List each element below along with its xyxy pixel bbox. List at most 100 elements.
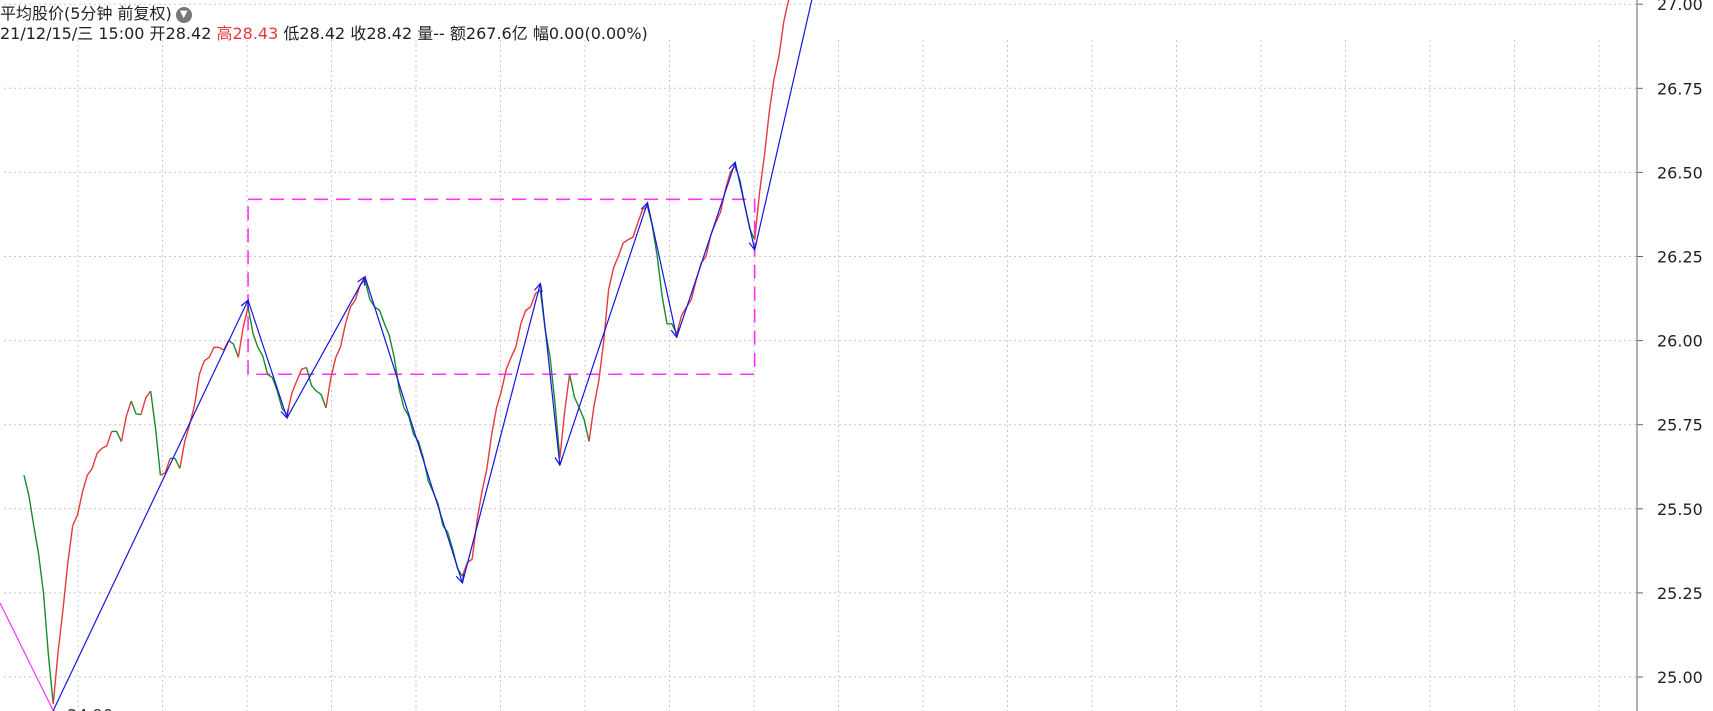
price-segment xyxy=(383,323,395,358)
y-tick-label: 25.75 xyxy=(1657,416,1703,435)
price-segment xyxy=(188,374,201,425)
price-segment xyxy=(344,299,356,324)
price-segment xyxy=(72,491,84,526)
price-segment xyxy=(247,306,259,348)
change-label: 幅 xyxy=(532,24,549,43)
price-segment xyxy=(773,20,785,79)
close-value: 28.42 xyxy=(366,24,413,43)
price-segment xyxy=(763,78,775,156)
close-label: 收 xyxy=(350,24,367,43)
quote-info-row: 21/12/15/三 15:00 开28.42 高28.43 低28.42 收2… xyxy=(0,20,648,44)
price-segment xyxy=(598,290,610,382)
zigzag-segment xyxy=(559,202,649,466)
zigzag-segment xyxy=(646,202,678,338)
price-segment xyxy=(52,609,64,704)
price-segment xyxy=(296,366,307,382)
chart-title-row: 平均股价(5分钟 前复权) ▼ xyxy=(0,0,192,24)
amount-label: 额 xyxy=(449,24,466,43)
open-value: 28.42 xyxy=(165,24,212,43)
grid-lines xyxy=(4,3,1637,711)
low-value: 28.42 xyxy=(299,24,346,43)
price-segment xyxy=(130,400,142,416)
change-value: 0.00(0.00%) xyxy=(548,24,648,43)
y-tick-label: 25.25 xyxy=(1657,584,1703,603)
price-segment xyxy=(451,548,463,577)
price-segment xyxy=(286,380,298,415)
zigzag-series xyxy=(0,0,813,711)
y-tick-label: 25.00 xyxy=(1657,668,1703,687)
price-segment xyxy=(228,340,239,358)
price-segment xyxy=(198,356,210,375)
price-segment xyxy=(510,323,522,358)
price-segment xyxy=(393,357,405,409)
range-box xyxy=(247,198,756,376)
y-tick-label: 26.75 xyxy=(1657,79,1703,98)
price-segment xyxy=(588,380,600,442)
price-segment xyxy=(101,431,113,449)
zigzag-segment xyxy=(364,276,463,583)
price-segment xyxy=(578,407,590,442)
price-segment xyxy=(481,434,493,493)
price-segment xyxy=(305,367,317,392)
zigzag-segment xyxy=(247,300,288,419)
price-segment xyxy=(170,457,181,469)
zigzag-segment xyxy=(676,162,736,338)
high-label: 高 xyxy=(216,24,233,43)
price-segment xyxy=(315,390,327,409)
chart-title: 平均股价(5分钟 前复权) xyxy=(0,4,172,23)
price-segment xyxy=(354,279,366,301)
y-axis: 25.00 25.25 25.50 25.75 26.00 26.25 26.50 26.75… xyxy=(1636,0,1703,711)
price-segment xyxy=(783,0,790,22)
price-segment xyxy=(413,434,425,459)
price-segment xyxy=(23,474,35,526)
price-segment xyxy=(403,407,415,435)
price-segment xyxy=(520,306,532,325)
y-tick-label: 26.25 xyxy=(1657,248,1703,267)
zigzag-lead-segment xyxy=(0,602,54,711)
zigzag-segment xyxy=(754,0,813,250)
extreme-label: 24.90 xyxy=(67,706,113,711)
chevron-down-icon[interactable]: ▼ xyxy=(175,6,192,23)
price-segment xyxy=(656,256,668,324)
price-segment xyxy=(257,346,269,375)
price-segment xyxy=(81,468,93,493)
price-segment xyxy=(267,373,278,392)
price-segment xyxy=(208,346,219,358)
price-segment xyxy=(91,447,103,469)
volume-value: -- xyxy=(433,24,445,43)
y-tick-label: 26.00 xyxy=(1657,332,1703,351)
open-label: 开 xyxy=(149,24,166,43)
y-tick-label: 25.50 xyxy=(1657,500,1703,519)
price-segment xyxy=(676,306,688,335)
high-value: 28.43 xyxy=(232,24,279,43)
price-segment xyxy=(607,256,619,291)
price-segment xyxy=(374,306,386,325)
zigzag-segment xyxy=(734,162,756,250)
annotations: 24.9028.73 xyxy=(53,706,113,711)
price-segment xyxy=(160,458,171,476)
low-label: 低 xyxy=(283,24,300,43)
price-segment xyxy=(753,155,766,240)
zigzag-segment xyxy=(539,283,561,466)
price-segment xyxy=(695,256,707,281)
price-segment xyxy=(42,592,54,704)
amount-value: 267.6亿 xyxy=(465,24,528,43)
price-segment xyxy=(179,424,191,469)
price-segment xyxy=(33,525,45,593)
price-segment xyxy=(62,525,74,610)
price-series xyxy=(23,0,790,704)
quote-date: 21/12/15/三 15:00 xyxy=(0,24,145,43)
consolidation-boxes xyxy=(247,198,756,376)
price-segment xyxy=(111,430,123,442)
price-segment xyxy=(237,306,249,358)
zigzag-segment xyxy=(286,276,366,419)
price-segment xyxy=(627,222,639,241)
price-segment xyxy=(549,357,561,459)
price-segment xyxy=(325,357,337,408)
price-segment xyxy=(364,279,376,308)
price-segment xyxy=(335,323,347,358)
price-segment xyxy=(705,222,717,257)
volume-label: 量 xyxy=(417,24,434,43)
price-segment xyxy=(140,390,152,415)
